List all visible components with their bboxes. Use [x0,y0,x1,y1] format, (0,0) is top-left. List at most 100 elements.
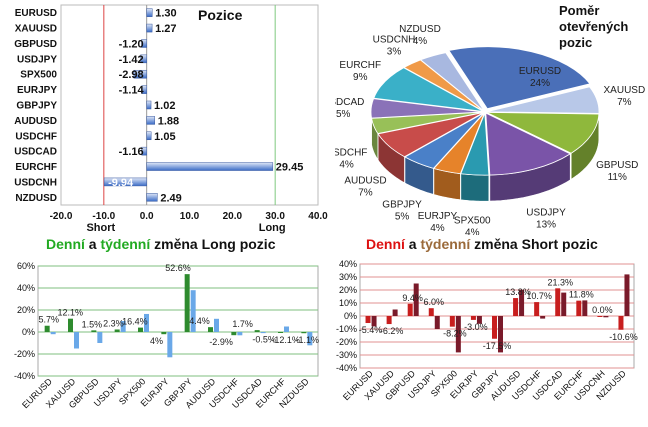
value-label: 1.27 [155,23,176,35]
category-label: AUDUSD [14,116,57,127]
pie-slice-percent: 4% [430,223,445,234]
data-label: 16.4% [122,317,148,327]
data-label: -1.1% [295,335,319,345]
series-bar [597,316,602,317]
pie-slice-name: XAUUSD [604,85,646,96]
position-bar [147,9,153,17]
series-bar [618,316,623,330]
category-label: EURJPY [17,85,57,96]
long-change-panel: Denní a týdenní změna Long pozic -40%-20… [0,236,324,422]
position-bar [147,132,151,140]
series-bar [45,326,50,332]
value-label: -1.42 [119,54,144,66]
long-label: Long [259,222,286,234]
pie-slice-name: GBPJPY [382,199,422,210]
long-change-title: Denní a týdenní změna Long pozic [46,236,275,252]
series-bar [624,274,629,316]
x-tick-label: 20.0 [223,211,243,222]
series-bar [387,316,392,324]
series-bar [161,332,166,334]
data-label: 11.8% [569,290,594,300]
category-label: USDJPY [17,54,57,65]
plot-frame [38,266,318,376]
data-label: 0.0% [592,305,613,315]
y-tick-label: 20% [17,305,35,315]
series-bar [366,316,371,323]
series-bar [138,328,143,332]
pie-slice-name: EURCHF [339,60,381,71]
pie-slice-name: EURJPY [418,211,458,222]
category-label: SPX500 [20,70,57,81]
series-bar [429,308,434,316]
data-label: -5.4% [359,325,383,335]
series-bar [167,332,172,357]
series-bar [284,327,289,333]
pie-slice-side [461,174,489,201]
y-tick-label: 40% [339,259,357,269]
long-title-rest: změna Long pozic [150,236,275,252]
pie-slice-percent: 11% [608,172,627,183]
series-bar [74,332,79,349]
short-title-and: a [405,236,421,252]
pie-slice-name: AUDUSD [344,175,386,186]
pie-slice-percent: 4% [465,228,480,235]
category-label: USDCHF [15,131,57,142]
pie-slice-name: EURUSD [519,66,561,77]
series-bar [97,332,102,343]
data-label: 12.1% [58,308,84,318]
y-tick-label: 60% [17,261,35,271]
pie-slice-percent: 24% [530,78,550,89]
category-label: USDCAD [14,147,57,158]
data-label: 5.7% [39,315,60,325]
x-tick-label: 30.0 [265,211,285,222]
pie-slice-name: SPX500 [454,216,491,227]
y-tick-label: -30% [336,350,357,360]
pie-slice-percent: 7% [358,187,373,198]
position-bar [147,116,155,124]
long-title-daily: Denní [46,236,85,252]
category-label: GBPUSD [14,39,57,50]
pie-slice-percent: 4% [413,36,428,47]
series-bar [51,332,56,334]
series-bar [576,301,581,316]
pie-slice-name: USDCNH [373,34,416,45]
y-tick-label: -40% [336,363,357,373]
data-label: 10.7% [526,291,552,301]
pie-slice-percent: 5% [336,109,351,120]
series-bar [237,332,242,335]
position-bar [147,163,273,171]
series-bar [555,288,560,316]
positions-title: Pozice [198,7,242,23]
data-label: 21.3% [547,277,573,287]
long-change-bar-chart: -40%-20%0%20%40%60%EURUSDXAUUSDGBPUSDUSD… [0,236,324,422]
pie-slice-percent: 7% [617,97,632,108]
series-bar [435,316,440,329]
pie-slice-percent: 4% [339,160,354,171]
value-label: -1.20 [119,38,144,50]
short-label: Short [86,222,115,234]
series-bar [450,316,455,327]
data-label: 6.0% [424,297,445,307]
x-tick-label: -20.0 [50,211,73,222]
y-tick-label: 0% [22,327,35,337]
series-bar [603,316,608,317]
data-label: 9.4% [402,293,423,303]
series-bar [115,329,120,332]
pie-slice-percent: 13% [536,219,556,230]
value-label: -2.98 [119,69,144,81]
pie-slice-name: USDJPY [526,207,566,218]
series-bar [278,332,283,333]
value-label: 29.45 [276,162,304,174]
long-title-and: a [85,236,101,252]
data-label: -8.2% [443,329,467,339]
value-label: -1.16 [119,146,144,158]
position-bar [147,193,158,201]
series-bar [408,304,413,316]
series-bar [68,319,73,332]
data-label: 1.5% [82,319,103,329]
category-label: EURCHF [15,162,57,173]
data-label: -2.9% [209,337,233,347]
